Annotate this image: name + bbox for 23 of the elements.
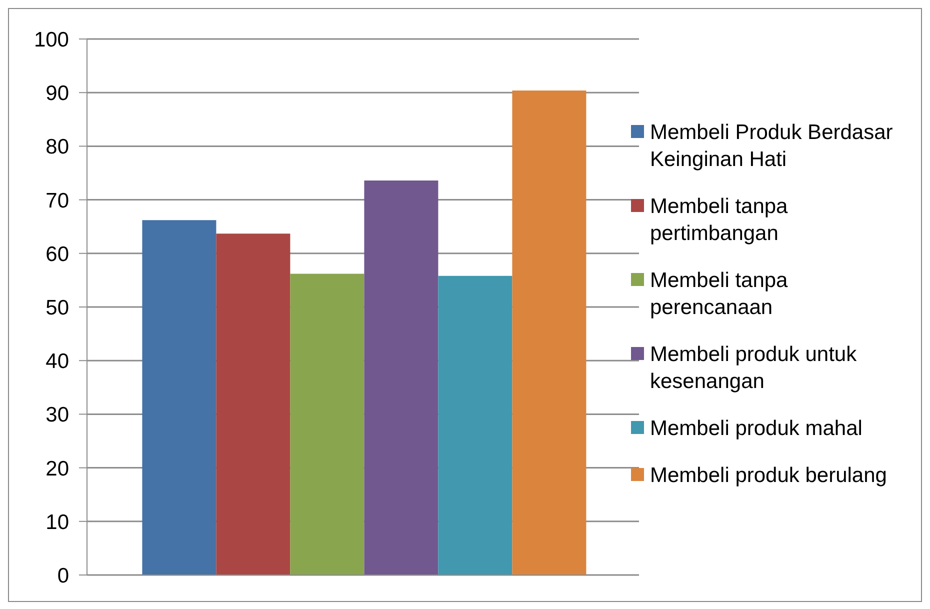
legend-label: Membeli produk berulang [650,463,887,489]
bar [512,90,586,575]
y-tick-label: 30 [46,404,69,427]
y-tick-label: 10 [46,510,69,534]
y-tick-label: 80 [46,136,69,159]
y-tick-label: 70 [46,189,69,212]
y-tick-label: 100 [34,28,69,52]
bar [216,234,290,575]
bar [364,180,438,575]
legend-label: Membeli tanpa perencanaan [650,268,789,321]
bar [290,274,364,575]
y-tick-label: 60 [46,242,69,266]
y-tick-label: 0 [57,564,69,588]
y-tick-label: 90 [46,82,69,106]
y-tick-label: 40 [46,350,69,374]
y-tick-label: 20 [46,457,69,480]
legend-label: Membeli Produk Berdasar Keinginan Hati [650,120,894,173]
y-tick-label: 50 [46,296,69,320]
legend-label: Membeli produk mahal [650,416,862,442]
legend-label: Membeli produk untuk kesenangan [650,342,858,395]
bar [438,276,512,575]
legend-label: Membeli tanpa pertimbangan [650,194,789,247]
bar [142,220,216,575]
